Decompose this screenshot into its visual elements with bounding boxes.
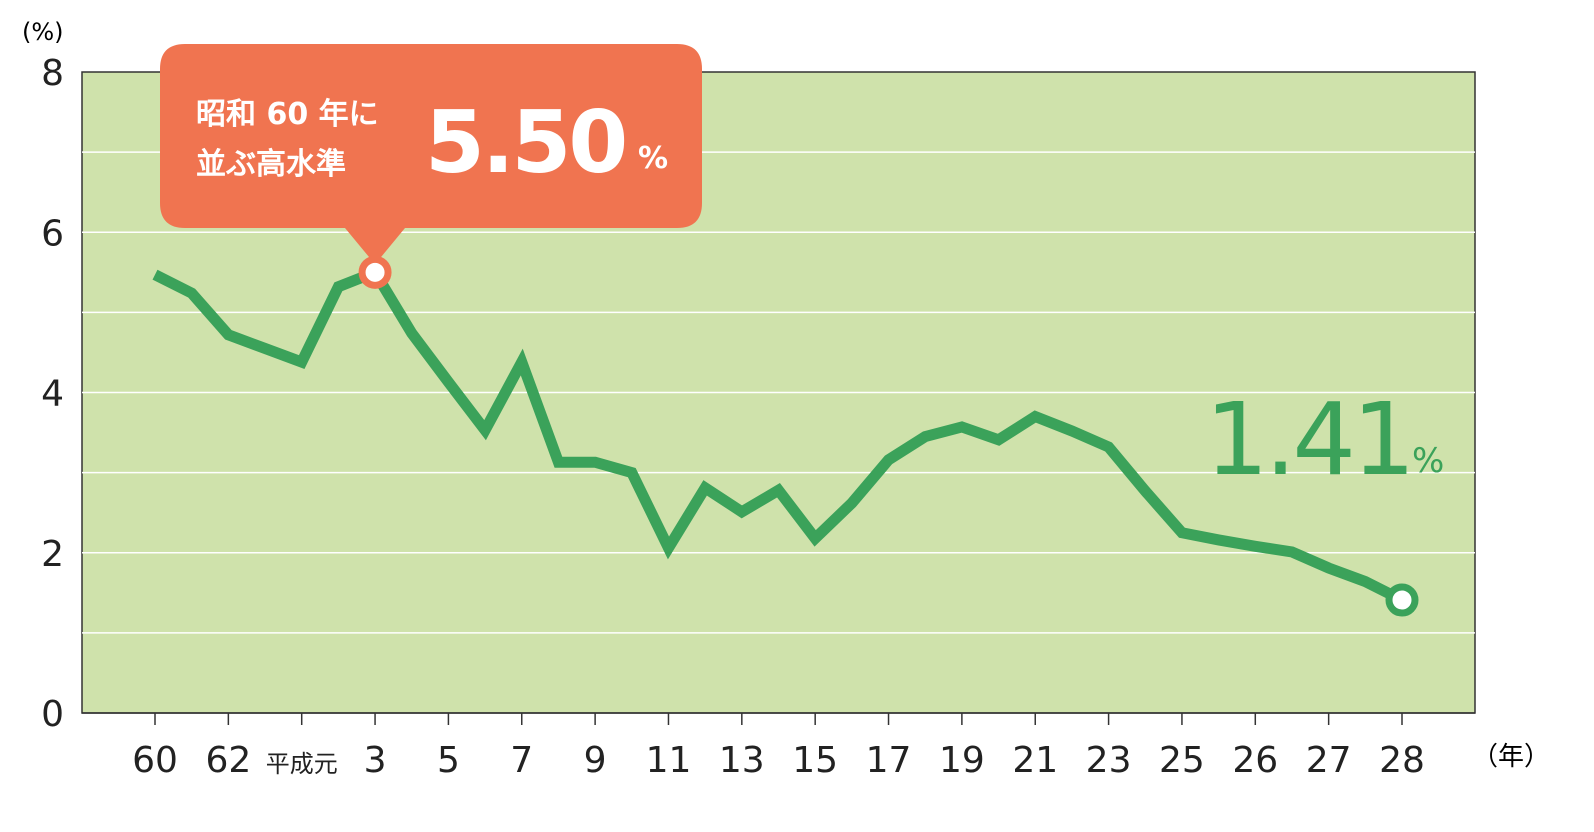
x-tick-label: 60	[132, 740, 178, 781]
value-label-unit: %	[1412, 441, 1444, 481]
value-label-unit: %	[638, 141, 668, 176]
callout-text: 昭和 60 年に	[196, 97, 379, 132]
x-tick-label: 19	[939, 740, 985, 781]
x-tick-label: 21	[1012, 740, 1058, 781]
x-tick-label: 3	[364, 740, 387, 781]
y-tick-label: 2	[41, 534, 64, 575]
x-tick-label: 23	[1086, 740, 1132, 781]
x-tick-label: 7	[510, 740, 533, 781]
y-tick-label: 4	[41, 374, 64, 415]
y-tick-label: 6	[41, 213, 64, 254]
highlight-point	[358, 255, 392, 289]
y-axis-label: (%)	[22, 18, 64, 46]
x-tick-label: 28	[1379, 740, 1425, 781]
x-tick-label: 11	[646, 740, 692, 781]
x-tick-label: 17	[866, 740, 912, 781]
x-axis-label: （年）	[1472, 742, 1550, 772]
callout-box	[160, 44, 702, 265]
x-tick-label: 9	[584, 740, 607, 781]
highlight-point	[1385, 583, 1419, 617]
x-tick-label: 27	[1306, 740, 1352, 781]
value-label: 5.50	[425, 93, 625, 193]
x-tick-label: 26	[1232, 740, 1278, 781]
x-tick-label: 15	[792, 740, 838, 781]
x-tick-label: 5	[437, 740, 460, 781]
x-tick-label: 62	[205, 740, 251, 781]
callout-text: 並ぶ高水準	[196, 147, 346, 182]
y-tick-label: 0	[41, 694, 64, 735]
x-tick-label: 13	[719, 740, 765, 781]
x-tick-label: 25	[1159, 740, 1205, 781]
value-label: 1.41	[1205, 381, 1412, 498]
y-tick-label: 8	[41, 53, 64, 94]
x-tick-label: 平成元	[266, 750, 338, 778]
